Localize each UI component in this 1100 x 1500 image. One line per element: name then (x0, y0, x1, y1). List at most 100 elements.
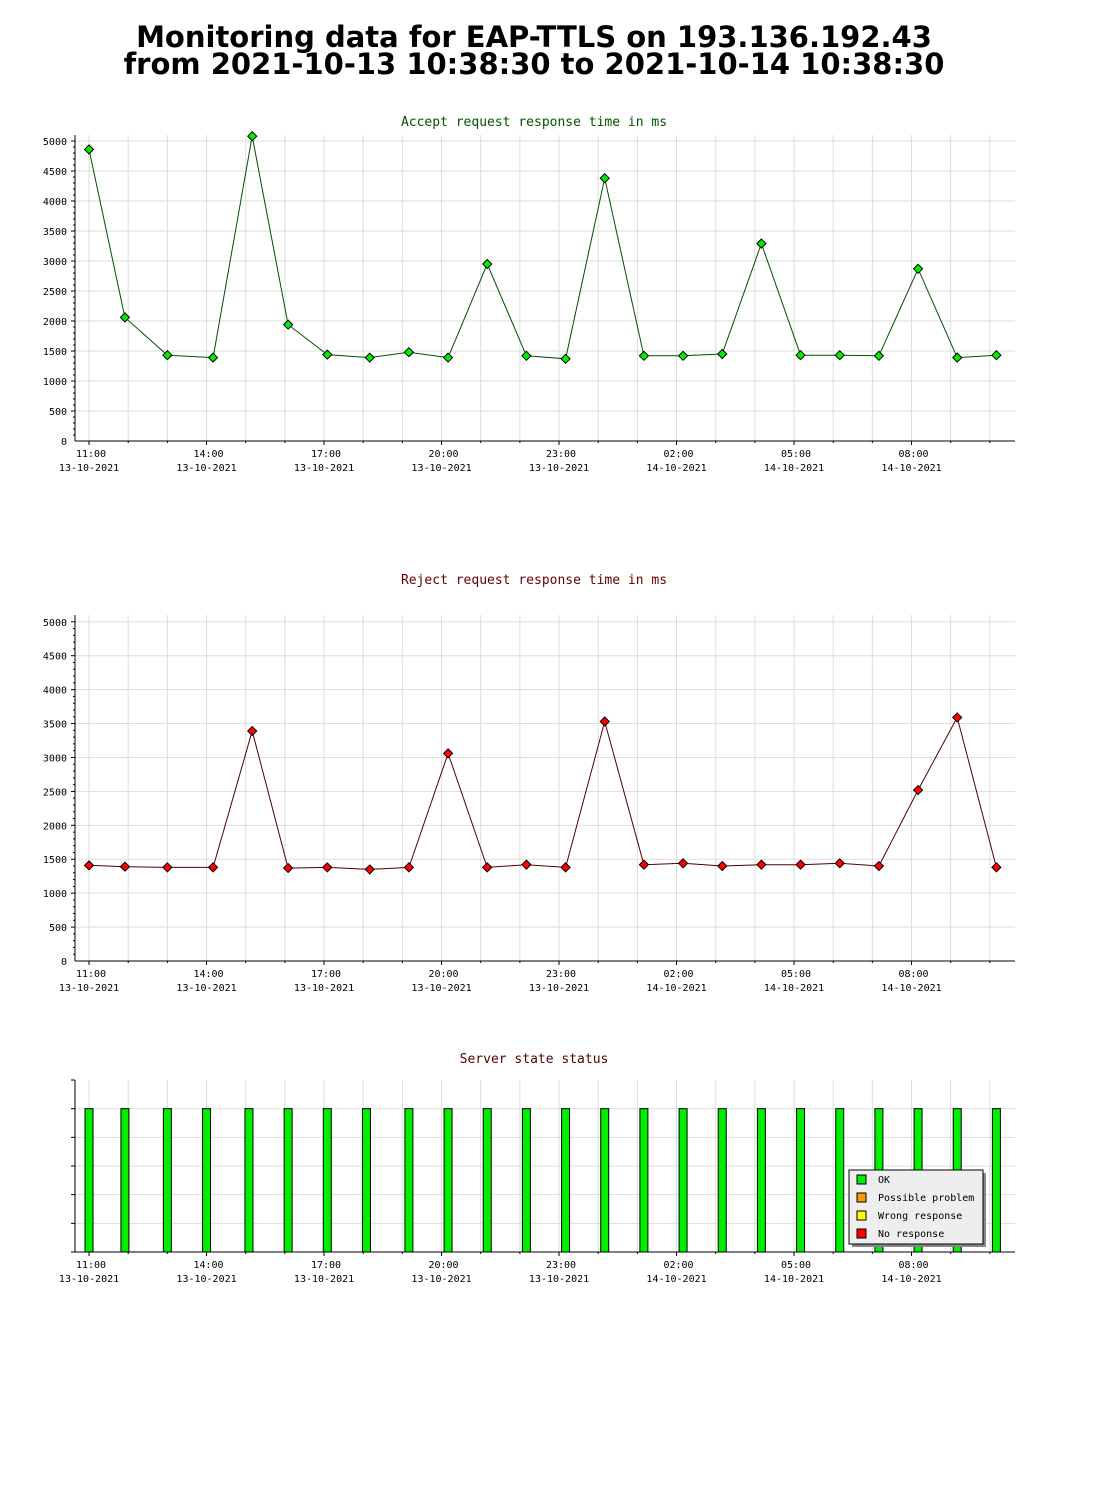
data-point (521, 350, 532, 362)
x-tick-label-time: 08:00 (898, 969, 928, 980)
status-bar (322, 1108, 332, 1253)
status-bar (796, 1108, 806, 1253)
data-point (247, 725, 258, 737)
status-bar (443, 1108, 453, 1253)
page-title: Monitoring data for EAP-TTLS on 193.136.… (0, 20, 1068, 81)
x-tick-label-date: 14-10-2021 (881, 463, 941, 474)
y-tick-label: 3000 (43, 753, 67, 764)
y-tick-label: 4000 (43, 686, 67, 697)
data-point (322, 862, 333, 873)
status-bar (120, 1108, 130, 1253)
data-point (912, 263, 924, 275)
data-point (207, 862, 219, 873)
status-bar (717, 1108, 727, 1253)
x-tick-label-date: 13-10-2021 (294, 463, 354, 474)
data-point (162, 862, 173, 873)
y-tick-label: 3500 (43, 227, 67, 238)
data-point (795, 349, 806, 361)
data-point (560, 862, 571, 873)
legend-swatch (856, 1174, 867, 1185)
data-point (834, 349, 845, 361)
chart-title: Accept request response time in ms (401, 115, 667, 130)
page-title-line1: Monitoring data for EAP-TTLS on 193.136.… (136, 20, 932, 54)
series-line (88, 136, 997, 360)
x-tick-label-time: 05:00 (781, 1260, 811, 1271)
chart-title: Server state status (460, 1052, 609, 1067)
x-tick-label-date: 13-10-2021 (59, 1274, 119, 1285)
plot-area (75, 615, 1015, 961)
status-bar (84, 1108, 94, 1253)
x-tick-label-time: 14:00 (193, 1260, 223, 1271)
status-bar (835, 1108, 845, 1253)
status-bar (482, 1108, 492, 1253)
x-tick-label-date: 13-10-2021 (411, 463, 471, 474)
data-point (873, 350, 885, 362)
x-tick-label-date: 14-10-2021 (646, 1274, 706, 1285)
data-point (873, 860, 885, 872)
x-tick-label-time: 08:00 (898, 449, 928, 460)
y-tick-label: 500 (49, 923, 67, 934)
x-tick-label-date: 13-10-2021 (411, 983, 471, 994)
y-tick-label: 2500 (43, 287, 67, 298)
y-tick-label: 0 (61, 437, 67, 448)
status-bar (244, 1108, 254, 1253)
y-tick-label: 5000 (43, 137, 67, 148)
x-tick-label-date: 13-10-2021 (529, 983, 589, 994)
status-bar (361, 1108, 371, 1253)
x-tick-label-time: 23:00 (546, 449, 576, 460)
data-point (991, 349, 1002, 361)
data-point (912, 784, 924, 796)
x-tick-label-date: 14-10-2021 (646, 983, 706, 994)
x-tick-label-time: 23:00 (546, 1260, 576, 1271)
data-point (83, 144, 95, 155)
y-tick-label: 5000 (43, 618, 67, 629)
data-point (207, 352, 219, 363)
y-tick-label: 4500 (43, 652, 67, 663)
data-point (364, 864, 375, 875)
x-tick-label-date: 14-10-2021 (646, 463, 706, 474)
x-tick-label-time: 17:00 (311, 1260, 341, 1271)
data-point (834, 858, 845, 869)
data-point (952, 352, 963, 363)
x-tick-label-date: 14-10-2021 (881, 983, 941, 994)
x-tick-label-date: 13-10-2021 (59, 463, 119, 474)
data-point (560, 353, 571, 365)
y-tick-label: 4000 (43, 197, 67, 208)
x-tick-label-time: 23:00 (546, 969, 576, 980)
y-tick-label: 500 (49, 407, 67, 418)
data-point (403, 346, 415, 358)
data-point (717, 348, 728, 360)
series-line (88, 716, 997, 870)
legend-label: Possible problem (878, 1193, 974, 1204)
data-point (83, 860, 95, 871)
x-tick-label-time: 14:00 (193, 449, 223, 460)
data-point (322, 349, 333, 360)
data-point (756, 238, 767, 249)
x-tick-label-time: 05:00 (781, 449, 811, 460)
status-bar (404, 1108, 414, 1253)
x-tick-label-time: 11:00 (76, 449, 106, 460)
plot-area (75, 135, 1015, 441)
data-point (677, 858, 689, 869)
page-title-line2: from 2021-10-13 10:38:30 to 2021-10-14 1… (123, 47, 945, 81)
status-bar (162, 1108, 172, 1253)
x-tick-label-date: 13-10-2021 (176, 1274, 236, 1285)
data-point (403, 862, 415, 873)
y-tick-label: 2000 (43, 317, 67, 328)
x-tick-label-time: 11:00 (76, 1260, 106, 1271)
x-tick-label-time: 17:00 (311, 449, 341, 460)
data-point (162, 349, 173, 361)
status-bar (521, 1108, 531, 1253)
data-point (482, 258, 493, 270)
status-bar (600, 1108, 610, 1253)
x-tick-label-date: 13-10-2021 (294, 983, 354, 994)
x-tick-label-date: 13-10-2021 (529, 1274, 589, 1285)
y-tick-label: 1000 (43, 889, 67, 900)
x-tick-label-date: 13-10-2021 (529, 463, 589, 474)
x-tick-label-date: 13-10-2021 (59, 983, 119, 994)
x-tick-label-date: 14-10-2021 (881, 1274, 941, 1285)
x-tick-label-time: 02:00 (663, 969, 693, 980)
status-bar (283, 1108, 293, 1253)
x-tick-label-time: 11:00 (76, 969, 106, 980)
